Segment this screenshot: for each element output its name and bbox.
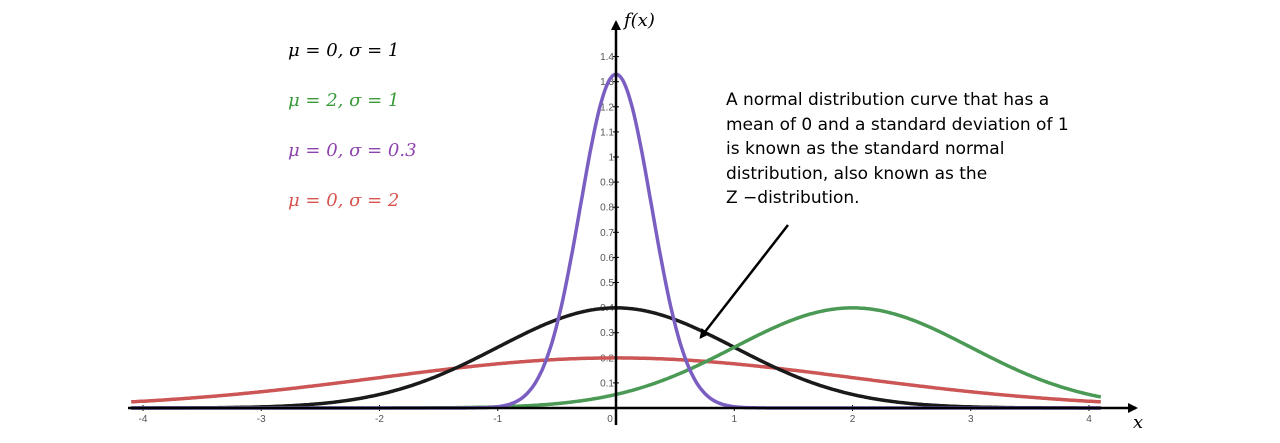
y-tick-label: 1.4 [600, 52, 614, 63]
y-tick-label: 0.3 [600, 328, 614, 339]
legend-entry: μ = 0, σ = 1 [288, 40, 399, 61]
legend-entry: μ = 0, σ = 2 [288, 190, 399, 211]
y-tick-label: 1 [608, 153, 614, 164]
annotation-arrow [699, 224, 789, 339]
legend-entry: μ = 0, σ = 0.3 [288, 140, 417, 161]
x-tick-label: 1 [731, 414, 737, 425]
legend-entry: μ = 2, σ = 1 [288, 90, 399, 111]
x-tick-label: 0 [607, 414, 613, 425]
y-axis-title: f(x) [622, 10, 655, 31]
y-tick-label: 0.7 [600, 228, 614, 239]
y-tick-label: 1.1 [600, 127, 614, 138]
x-tick-label: 4 [1086, 414, 1092, 425]
y-tick-label: 0.1 [600, 378, 614, 389]
y-tick-label: 1.2 [600, 102, 614, 113]
x-tick-label: 3 [968, 414, 974, 425]
y-tick-label: 0.5 [600, 278, 614, 289]
annotation-note: A normal distribution curve that has a m… [726, 88, 1106, 211]
annotation-line-2: mean of 0 and a standard deviation of 1 [726, 114, 1069, 135]
x-tick-label: -1 [493, 414, 502, 425]
y-tick-label: 0.9 [600, 178, 614, 189]
annotation-line-5: Z −distribution. [726, 188, 860, 208]
legend: μ = 0, σ = 1 μ = 2, σ = 1 μ = 0, σ = 0.3 μ … [288, 40, 417, 211]
x-axis-title: x [1133, 412, 1143, 433]
y-tick-label: 0.8 [600, 203, 614, 214]
annotation-line-1: A normal distribution curve that has a [726, 90, 1050, 110]
x-tick-label: -3 [257, 414, 266, 425]
y-tick-label: 0.6 [600, 253, 614, 264]
x-tick-label: -2 [375, 414, 384, 425]
x-tick-label: -4 [139, 414, 148, 425]
annotation-line-4: distribution, also known as the [726, 163, 988, 184]
x-tick-label: 2 [850, 414, 856, 425]
annotation-line-3: is known as the standard normal [726, 139, 1005, 159]
